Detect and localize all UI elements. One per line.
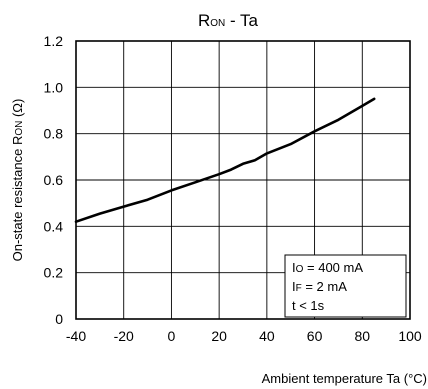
x-tick-label: -20 [114,328,134,344]
x-axis-title: Ambient temperature Ta (°C) [262,371,427,386]
legend-box: IO = 400 mA IF = 2 mA t < 1s [284,254,407,318]
gridlines [76,41,410,319]
x-tick-label: 20 [211,328,227,344]
x-tick-label: 40 [259,328,275,344]
x-tick-label: 60 [307,328,323,344]
y-tick-labels: 0 0.2 0.4 0.6 0.8 1.0 1.2 [44,33,64,327]
y-tick-label: 0.4 [44,218,64,234]
x-tick-label: 100 [398,328,422,344]
series-line [74,97,376,223]
y-tick-label: 0.8 [44,126,64,142]
legend-line-if: IF = 2 mA [292,279,347,294]
series-group [74,97,376,223]
y-tick-label: 1.0 [44,79,64,95]
x-tick-label: 80 [354,328,370,344]
y-tick-label: 0.2 [44,265,64,281]
legend-line-io: IO = 400 mA [292,260,363,275]
y-axis-title: On-state resistance RON (Ω) [10,99,25,262]
x-tick-label: 0 [168,328,176,344]
y-tick-label: 0.6 [44,172,64,188]
chart-title: RON - Ta [198,11,259,30]
legend-frame [284,254,407,318]
x-tick-label: -40 [66,328,86,344]
x-tick-labels: -40 -20 0 20 40 60 80 100 [66,328,422,344]
plot-frame [75,40,411,320]
legend-line-t: t < 1s [292,298,325,313]
y-tick-label: 0 [55,311,63,327]
y-tick-label: 1.2 [44,33,64,49]
